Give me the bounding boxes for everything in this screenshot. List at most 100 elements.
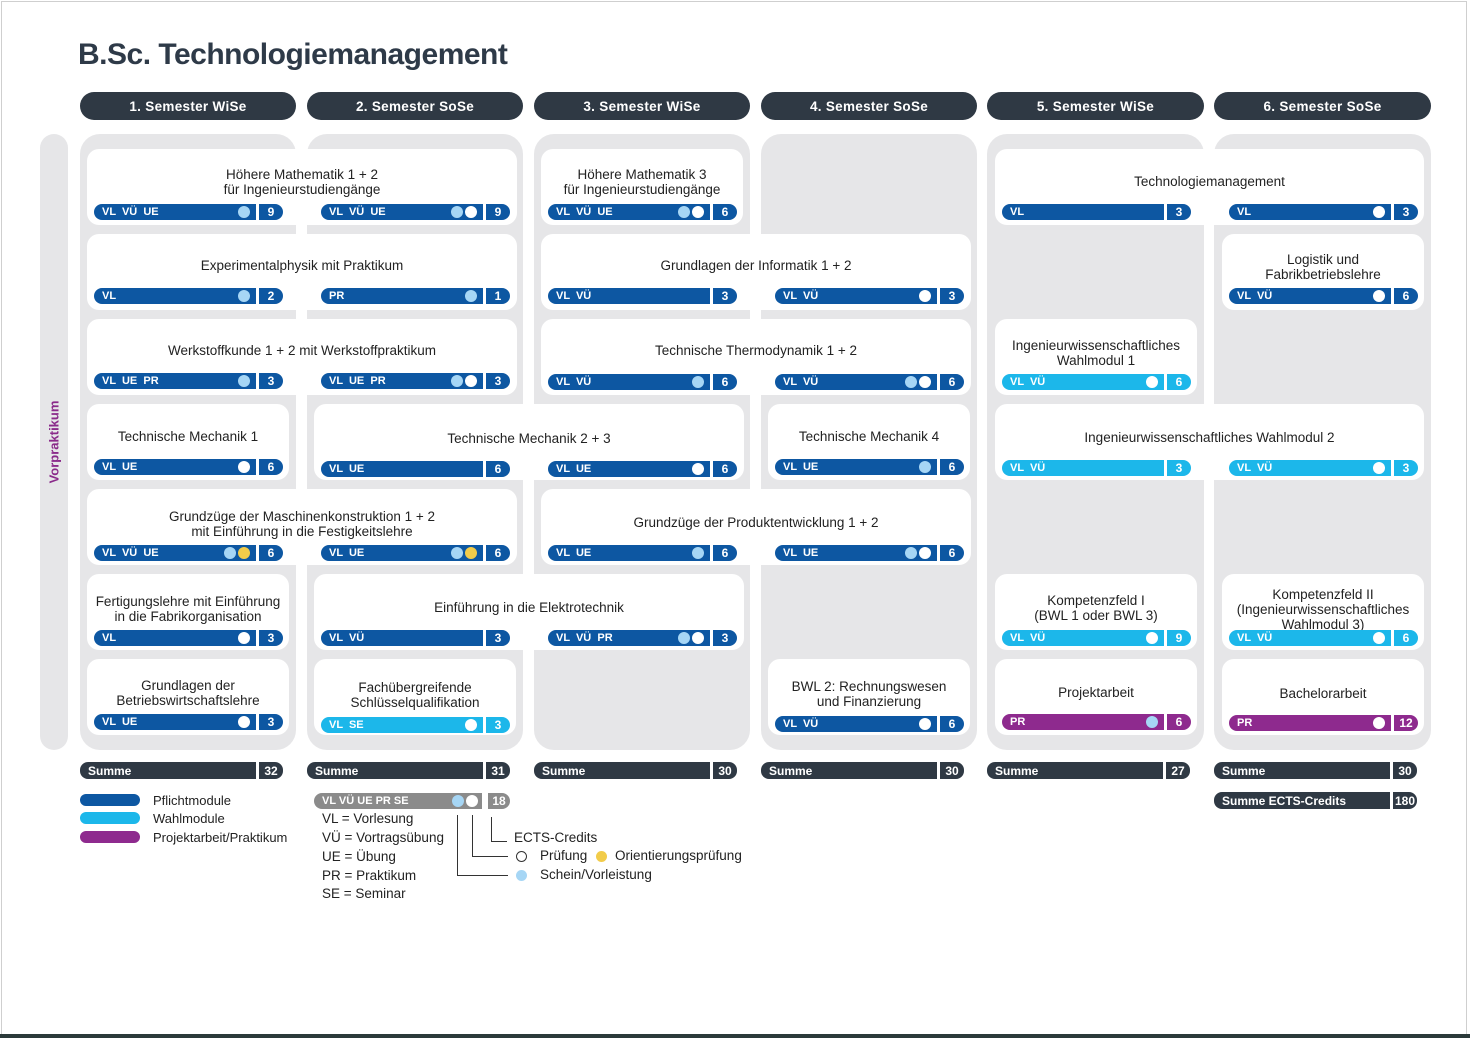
legend-projekt-label: Projektarbeit/Praktikum bbox=[153, 830, 288, 845]
course-types: VL bbox=[1237, 206, 1252, 218]
module-title: Kompetenzfeld I (BWL 1 oder BWL 3) bbox=[1034, 593, 1158, 623]
ects-value: 1 bbox=[486, 288, 510, 304]
sum-label: Summe bbox=[307, 762, 483, 779]
course-types: VL UE bbox=[102, 461, 138, 473]
course-types: VL VÜ UE bbox=[329, 206, 386, 218]
sum-value: 30 bbox=[713, 762, 737, 779]
course-types: VL VÜ UE bbox=[102, 206, 159, 218]
schein-dot bbox=[678, 632, 690, 644]
connector-schein bbox=[457, 815, 458, 875]
connector-schein-h bbox=[457, 875, 508, 876]
course-types: PR bbox=[329, 290, 345, 302]
sum-bar-6: Summe 30 bbox=[1214, 762, 1417, 779]
module-title: Einführung in die Elektrotechnik bbox=[434, 600, 624, 615]
course-types: VL VÜ PR bbox=[556, 632, 613, 644]
sum-label: Summe bbox=[80, 762, 256, 779]
module-title: BWL 2: Rechnungswesen und Finanzierung bbox=[791, 679, 947, 709]
course-types: VL VÜ UE bbox=[556, 206, 613, 218]
ects-value: 3 bbox=[1167, 204, 1191, 220]
schein-dot bbox=[238, 375, 250, 387]
module-credit-bar: PR 1 bbox=[321, 288, 510, 304]
course-types: VL VÜ bbox=[1010, 632, 1046, 644]
semester-header-1: 1. Semester WiSe bbox=[80, 92, 296, 120]
pruefung-dot bbox=[1373, 290, 1385, 302]
module-credit-bar: VL UE 6 bbox=[548, 461, 737, 477]
module-title: Technologiemanagement bbox=[1134, 174, 1285, 189]
ects-value: 6 bbox=[713, 545, 737, 561]
sum-value: 27 bbox=[1166, 762, 1190, 779]
total-value: 180 bbox=[1393, 792, 1417, 809]
legend-projekt-swatch bbox=[80, 831, 140, 843]
semester-header-5: 5. Semester WiSe bbox=[987, 92, 1204, 120]
module-credit-bar: PR 6 bbox=[1002, 714, 1191, 730]
course-types: VL UE bbox=[783, 461, 819, 473]
vorpraktikum-column: Vorpraktikum bbox=[40, 134, 68, 750]
pruefung-dot bbox=[692, 463, 704, 475]
module-title: Technische Mechanik 1 bbox=[117, 429, 259, 444]
ects-value: 6 bbox=[259, 459, 283, 475]
module-credit-bar: VL VÜ 6 bbox=[1229, 630, 1418, 646]
legend-pflicht-swatch bbox=[80, 794, 140, 806]
course-types: VL VÜ bbox=[1010, 462, 1046, 474]
module-title: Fachübergreifende Schlüsselqualifikation bbox=[350, 680, 480, 710]
abbr-vl: VL = Vorlesung bbox=[322, 811, 414, 826]
module-title: Ingenieurwissenschaftliches Wahlmodul 2 bbox=[1084, 430, 1335, 445]
ects-value: 6 bbox=[940, 716, 964, 732]
module-credit-bar: VL UE 3 bbox=[94, 714, 283, 730]
ects-value: 3 bbox=[1394, 204, 1418, 220]
pruefung-dot bbox=[466, 795, 478, 807]
pruefung-dot bbox=[919, 718, 931, 730]
module-credit-bar: VL VÜ 3 bbox=[1002, 460, 1191, 476]
ects-value: 9 bbox=[1167, 630, 1191, 646]
module-credit-bar: VL VÜ 3 bbox=[1229, 460, 1418, 476]
pruefung-dot bbox=[1373, 717, 1385, 729]
module-title: Höhere Mathematik 3 für Ingenieurstudien… bbox=[563, 167, 721, 197]
module-title: Werkstoffkunde 1 + 2 mit Werkstoffprakti… bbox=[168, 343, 436, 358]
sum-label: Summe bbox=[534, 762, 710, 779]
ects-value: 3 bbox=[486, 373, 510, 389]
orientierung-legend-dot bbox=[596, 851, 607, 862]
course-types: VL bbox=[102, 290, 117, 302]
course-types: VL VÜ bbox=[1237, 462, 1273, 474]
schein-dot bbox=[465, 290, 477, 302]
ects-value: 3 bbox=[1167, 460, 1191, 476]
schein-dot bbox=[451, 206, 463, 218]
semester-header-3: 3. Semester WiSe bbox=[534, 92, 750, 120]
course-types: PR bbox=[1237, 717, 1253, 729]
module-credit-bar: VL VÜ 9 bbox=[1002, 630, 1191, 646]
pruefung-dot bbox=[692, 206, 704, 218]
module-title: Grundzüge der Maschinenkonstruktion 1 + … bbox=[168, 509, 436, 539]
connector-ects bbox=[491, 817, 492, 842]
module-credit-bar: VL VÜ UE 9 bbox=[94, 204, 283, 220]
course-types: VL SE bbox=[329, 719, 364, 731]
schein-dot bbox=[678, 206, 690, 218]
course-types: VL VÜ bbox=[1010, 376, 1046, 388]
module-credit-bar: VL VÜ 6 bbox=[775, 716, 964, 732]
ects-value: 6 bbox=[713, 204, 737, 220]
ects-value: 3 bbox=[713, 630, 737, 646]
course-types: VL UE PR bbox=[102, 375, 159, 387]
legend-orientierung-label: Orientierungsprüfung bbox=[615, 848, 742, 863]
course-types: VL UE bbox=[783, 547, 819, 559]
course-types: VL bbox=[102, 632, 117, 644]
ects-value: 3 bbox=[486, 630, 510, 646]
module-title: Kompetenzfeld II (Ingenieurwissenschaftl… bbox=[1236, 587, 1410, 632]
module-title: Grundzüge der Produktentwicklung 1 + 2 bbox=[633, 515, 879, 530]
module-credit-bar: VL UE 6 bbox=[548, 545, 737, 561]
sum-label: Summe bbox=[761, 762, 937, 779]
module-credit-bar: VL VÜ UE 6 bbox=[94, 545, 283, 561]
module-title: Projektarbeit bbox=[1058, 685, 1134, 700]
sum-label: Summe bbox=[1214, 762, 1390, 779]
module-credit-bar: VL SE 3 bbox=[321, 717, 510, 733]
ects-value: 3 bbox=[259, 373, 283, 389]
module-credit-bar: VL VÜ UE 9 bbox=[321, 204, 510, 220]
module-title: Höhere Mathematik 1 + 2 für Ingenieurstu… bbox=[223, 167, 381, 197]
schein-dot bbox=[224, 547, 236, 559]
course-types: VL VÜ bbox=[1237, 290, 1273, 302]
ects-value: 6 bbox=[259, 545, 283, 561]
course-types: VL UE bbox=[329, 463, 365, 475]
module-credit-bar: VL 3 bbox=[1002, 204, 1191, 220]
schein-dot bbox=[905, 547, 917, 559]
module-credit-bar: VL UE PR 3 bbox=[94, 373, 283, 389]
orientierung-dot bbox=[238, 547, 250, 559]
